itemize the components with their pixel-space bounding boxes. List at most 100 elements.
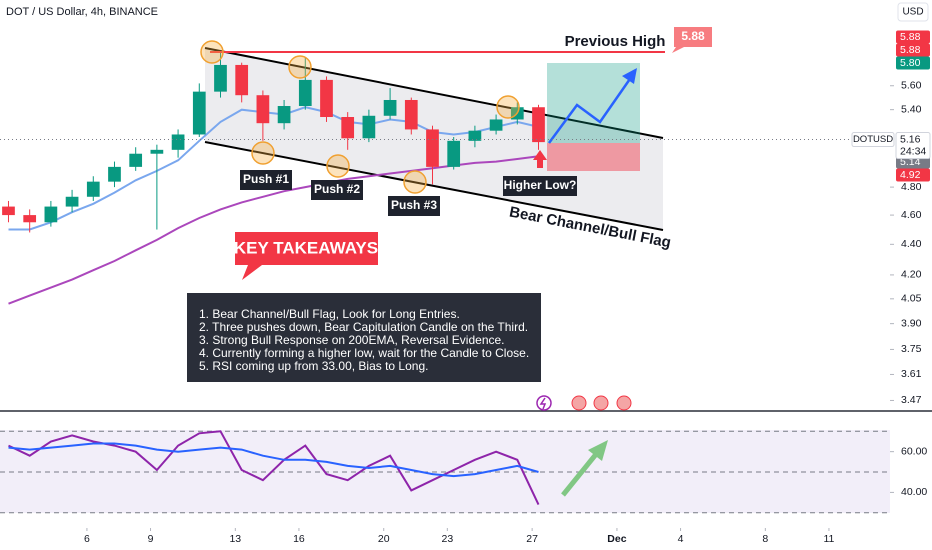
y-tick-label: 3.90 xyxy=(901,317,922,329)
candle-body xyxy=(447,140,461,167)
candle-body xyxy=(150,149,164,154)
candle-body xyxy=(65,196,79,207)
stop-zone xyxy=(547,143,640,171)
x-tick-label: 27 xyxy=(526,533,538,545)
candle-body xyxy=(468,130,482,141)
candle-body xyxy=(44,206,58,223)
takeaway-item: 4. Currently forming a higher low, wait … xyxy=(199,346,529,360)
y-tick-label: 3.47 xyxy=(901,394,922,406)
y-tick-label: 4.60 xyxy=(901,209,922,221)
x-tick-label: 4 xyxy=(678,533,684,545)
previous-high-value: 5.88 xyxy=(681,29,705,43)
takeaways-box xyxy=(187,293,541,382)
y-tick-label: 5.60 xyxy=(901,80,922,92)
flag-icon[interactable] xyxy=(571,395,587,411)
currency-button[interactable] xyxy=(897,2,929,22)
push-box xyxy=(388,196,440,216)
x-tick-label: 6 xyxy=(84,533,90,545)
x-tick-label: 8 xyxy=(762,533,768,545)
price-label: 5.80 xyxy=(900,57,921,69)
price-label-box xyxy=(896,43,930,57)
y-tick-label: 4.20 xyxy=(901,269,922,281)
candle-body xyxy=(129,153,143,167)
price-label-box xyxy=(896,56,930,70)
candle-body xyxy=(341,117,355,139)
y-tick-label: 4.40 xyxy=(901,238,922,250)
price-label: 4.92 xyxy=(900,169,921,181)
candle-body xyxy=(532,107,545,143)
candle-body xyxy=(256,95,270,124)
entry-arrow xyxy=(533,150,547,168)
swing-circle xyxy=(403,170,427,194)
swing-circle xyxy=(326,154,350,178)
takeaway-item: 5. RSI coming up from 33.00, Bias to Lon… xyxy=(199,359,428,373)
rsi-arrow xyxy=(561,451,599,497)
y-tick-label: 60.00 xyxy=(901,445,927,457)
previous-high-callout xyxy=(672,27,712,53)
candle-body xyxy=(214,64,227,92)
push-label: Push #3 xyxy=(391,198,437,212)
x-tick-label: 9 xyxy=(148,533,154,545)
line-series xyxy=(8,430,540,506)
channel-top xyxy=(204,47,664,139)
candle-body xyxy=(362,115,376,139)
price-label: 5.88 xyxy=(900,44,921,56)
swing-circle xyxy=(251,141,275,165)
y-tick-label: 4.80 xyxy=(901,181,922,193)
key-takeaways-box xyxy=(235,232,378,280)
flag-icon[interactable] xyxy=(593,395,609,411)
x-tick-label: 13 xyxy=(229,533,241,545)
currency-label: USD xyxy=(902,7,923,18)
symbol-title: DOT / US Dollar, 4h, BINANCE xyxy=(6,6,158,18)
x-tick-label: 20 xyxy=(378,533,390,545)
event-icon-bolt xyxy=(539,397,547,410)
candle-body xyxy=(23,215,37,223)
price-label-box xyxy=(896,30,930,44)
higher-low-label: Higher Low? xyxy=(504,178,577,192)
key-takeaways-title: KEY TAKEAWAYS xyxy=(234,238,378,257)
y-tick-label: 3.75 xyxy=(901,343,922,355)
candle-body xyxy=(404,99,418,130)
candle-body xyxy=(108,166,121,182)
takeaway-item: 3. Strong Bull Response on 200EMA, Rever… xyxy=(199,333,505,347)
candle-body xyxy=(192,91,206,135)
channel-bottom xyxy=(204,141,664,231)
x-tick-label: 23 xyxy=(441,533,453,545)
y-tick-label: 5.40 xyxy=(901,103,922,115)
higher-low-box xyxy=(503,176,577,196)
previous-high-label: Previous High xyxy=(565,33,666,50)
last-price-box xyxy=(895,132,931,160)
candle-body xyxy=(235,64,249,96)
rsi-background xyxy=(0,430,890,513)
symbol-label: DOTUSD xyxy=(853,134,893,145)
price-label-box xyxy=(896,168,930,182)
candle-body xyxy=(86,181,100,197)
price-label: 5.88 xyxy=(900,31,921,43)
candle-body xyxy=(320,79,333,118)
last-price: 5.16 xyxy=(900,133,921,145)
candle-body xyxy=(2,206,15,216)
y-tick-label: 4.05 xyxy=(901,293,922,305)
countdown: 24:34 xyxy=(900,145,926,157)
y-tick-label: 40.00 xyxy=(901,486,927,498)
swing-circle xyxy=(288,55,312,79)
push-box xyxy=(311,180,363,200)
event-icon[interactable] xyxy=(536,395,552,411)
candle-body xyxy=(489,119,503,131)
symbol-box xyxy=(851,132,895,148)
candle-body xyxy=(426,129,439,167)
swing-circle xyxy=(200,40,224,64)
takeaway-item: 1. Bear Channel/Bull Flag, Look for Long… xyxy=(199,307,460,321)
x-tick-label: 11 xyxy=(823,533,834,545)
line-series xyxy=(8,442,539,478)
takeaway-item: 2. Three pushes down, Bear Capitulation … xyxy=(199,320,528,334)
candle-body xyxy=(383,99,397,116)
candle-body xyxy=(171,134,185,150)
push-box xyxy=(240,170,292,190)
flag-icon[interactable] xyxy=(616,395,632,411)
x-tick-label: Dec xyxy=(607,533,626,545)
line-series xyxy=(8,106,539,231)
candle-body xyxy=(277,106,291,124)
rsi-arrow-head xyxy=(588,440,608,461)
